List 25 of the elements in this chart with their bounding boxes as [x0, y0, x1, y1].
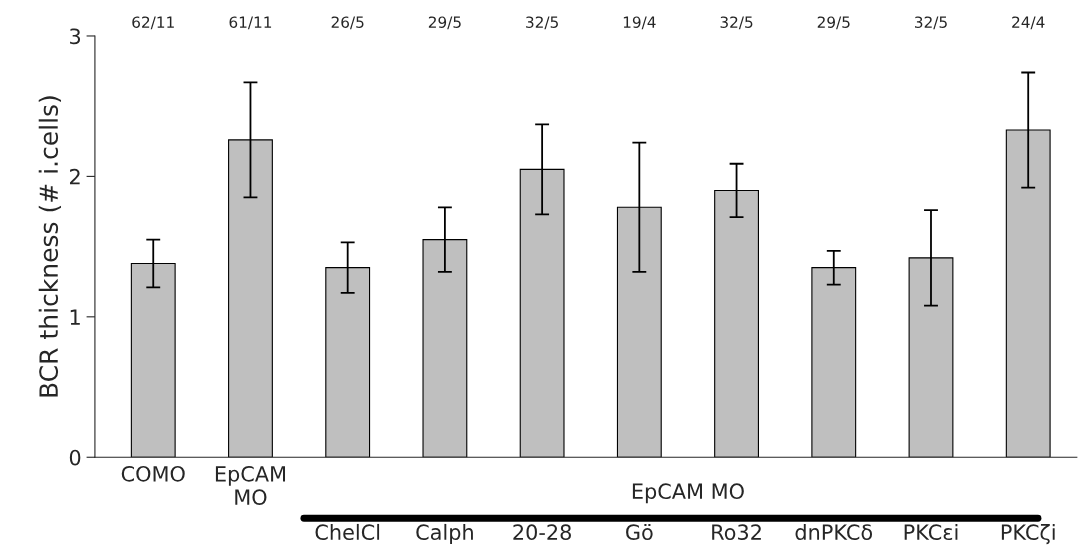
text: 29/5 [428, 16, 461, 30]
x-tick-label: Calph [416, 523, 473, 545]
text: 29/5 [817, 16, 850, 30]
y-tick-label: 2 [69, 168, 80, 185]
text: 32/5 [915, 16, 947, 30]
x-tick-label: Ro32 [712, 524, 761, 541]
text: 24/4 [1012, 16, 1045, 30]
text: 19/4 [623, 16, 656, 30]
text: EpCAM MO [632, 483, 744, 504]
x-tick-label: 20-28 [513, 524, 571, 541]
x-tick-label: PKCζi [1001, 523, 1055, 545]
x-tick-label: dnPKCδ [795, 523, 873, 541]
x-tick-label: COMO [121, 465, 185, 482]
y-tick-label: 3 [70, 28, 81, 45]
text: 32/5 [720, 16, 753, 30]
text: 61/11 [229, 16, 272, 30]
text: 62/11 [132, 16, 174, 30]
y-tick-label: 1 [70, 309, 80, 325]
text: 26/5 [331, 16, 364, 30]
text: 32/5 [526, 16, 558, 30]
x-tick-label: PKCεi [904, 523, 958, 541]
y-tick-label: 0 [69, 449, 81, 466]
x-tick-label: ChelCl [315, 523, 380, 541]
x-tick-label: Gö [626, 523, 653, 541]
y-axis-title: BCR thickness (# i.cells) [38, 96, 62, 397]
